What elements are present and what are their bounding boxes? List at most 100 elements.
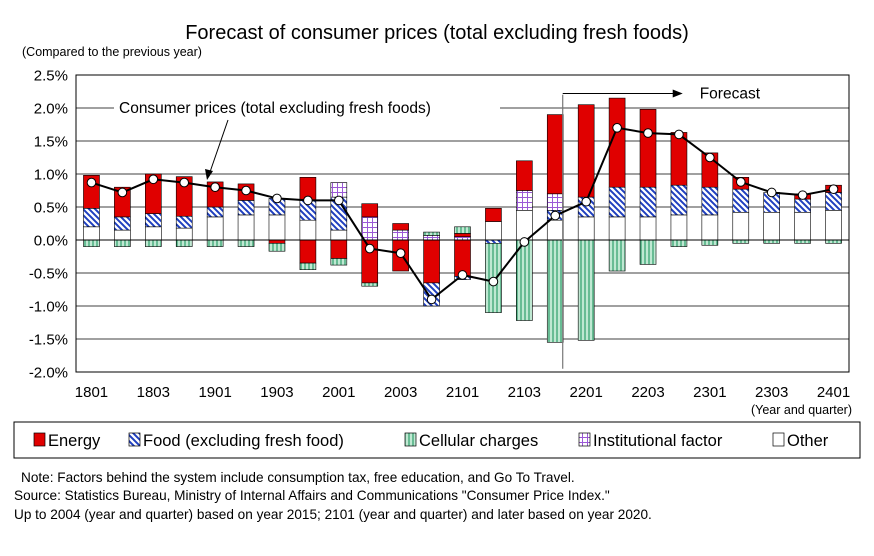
y-axis-label: (Compared to the previous year) — [22, 45, 202, 59]
cpi-point-2304 — [797, 190, 808, 200]
bar-cellular-charges-1901 — [206, 239, 224, 247]
bar-food-excluding-fresh-food--2302 — [732, 188, 750, 213]
x-tick-label: 2201 — [569, 384, 602, 401]
bar-other-2102 — [485, 221, 502, 241]
x-tick-label: 2203 — [631, 384, 664, 401]
cpi-point-2202 — [612, 123, 622, 133]
forecast-arrow — [562, 89, 683, 98]
bar-energy-2001 — [330, 239, 348, 259]
bar-energy-2004 — [423, 239, 440, 284]
bar-other-1801 — [83, 226, 100, 241]
bar-food-excluding-fresh-food--2204 — [670, 184, 688, 216]
bar-other-2103 — [516, 210, 533, 241]
x-tick-label: 2401 — [817, 384, 850, 401]
bar-food-excluding-fresh-food--2202 — [608, 186, 626, 218]
bar-energy-1804 — [175, 176, 193, 217]
bar-energy-2002 — [361, 203, 379, 218]
cpi-point-2004 — [426, 294, 437, 305]
bar-cellular-charges-2104 — [546, 239, 564, 343]
cpi-point-1902 — [241, 185, 251, 196]
cpi-point-2204 — [674, 129, 684, 140]
bar-energy-2103 — [516, 160, 533, 191]
chart-title: Forecast of consumer prices (total exclu… — [185, 22, 689, 44]
bar-energy-2201 — [577, 104, 595, 198]
bar-food-excluding-fresh-food--2304 — [794, 198, 811, 213]
bar-energy-1803 — [145, 173, 162, 214]
x-tick-label: 2303 — [755, 384, 788, 401]
bar-cellular-charges-2001 — [330, 258, 348, 266]
source-line: Source: Statistics Bureau, Ministry of I… — [14, 488, 610, 503]
x-tick-label: 1801 — [75, 384, 108, 401]
cpi-point-2303 — [766, 187, 777, 198]
bar-food-excluding-fresh-food--2203 — [639, 186, 657, 218]
bar-cellular-charges-1903 — [268, 243, 286, 252]
y-tick-label: 2.0% — [34, 101, 68, 118]
cpi-point-2101 — [457, 270, 468, 280]
legend-swatch-0 — [33, 432, 46, 447]
cpi-point-2301 — [705, 152, 715, 163]
y-tick-label: -1.0% — [29, 299, 68, 316]
forecast-label: Forecast — [700, 85, 761, 102]
bar-other-2201 — [577, 216, 595, 241]
x-tick-label: 1803 — [137, 384, 170, 401]
bar-other-1902 — [237, 214, 255, 241]
cpi-point-2203 — [643, 128, 653, 138]
x-tick-label: 2101 — [446, 384, 479, 401]
legend-label-1: Food (excluding fresh food) — [143, 432, 344, 450]
cpi-point-1802 — [117, 187, 128, 198]
cpi-line-series — [86, 123, 839, 305]
y-tick-labels: 2.5% 2.0% 1.5% 1.0% 0.5% 0.0% -0.5% -1.0% -1.5% -… — [29, 68, 68, 382]
bar-cellular-charges-2202 — [608, 239, 626, 272]
bar-energy-2202 — [608, 97, 626, 188]
bar-food-excluding-fresh-food--2301 — [701, 186, 719, 216]
bar-other-1903 — [268, 214, 286, 241]
plot-frame — [75, 74, 850, 373]
bar-cellular-charges-1902 — [237, 239, 255, 247]
bar-food-excluding-fresh-food--1901 — [206, 206, 224, 218]
y-tick-label: -2.0% — [29, 365, 68, 382]
cpi-point-1903 — [272, 193, 282, 204]
bar-other-2401 — [825, 210, 842, 241]
bar-institutional-factor-2002 — [361, 216, 379, 241]
x-tick-labels: 1801 1803 1901 1903 2001 2003 2101 2103 2201 2203… — [75, 384, 850, 401]
cpi-point-1804 — [179, 177, 190, 188]
bar-food-excluding-fresh-food--1802 — [114, 216, 131, 231]
bar-energy-2204 — [670, 132, 688, 186]
bar-other-1804 — [175, 227, 193, 241]
bar-energy-2203 — [639, 109, 657, 188]
bar-institutional-factor-2103 — [516, 190, 533, 211]
bar-cellular-charges-1801 — [83, 239, 100, 247]
legend-label-4: Other — [787, 432, 829, 450]
cpi-point-2002 — [364, 243, 375, 254]
cpi-point-2201 — [581, 196, 591, 207]
y-tick-label: -0.5% — [29, 266, 68, 283]
bar-other-2302 — [732, 211, 750, 241]
bar-food-excluding-fresh-food--1801 — [83, 208, 100, 228]
bar-other-1803 — [145, 226, 162, 241]
bar-food-excluding-fresh-food--2401 — [825, 192, 842, 211]
y-tick-label: 1.0% — [34, 167, 68, 184]
bar-other-2001 — [330, 229, 348, 241]
y-tick-label: -1.5% — [29, 332, 68, 349]
bar-other-2301 — [701, 214, 719, 241]
cpi-point-2302 — [735, 177, 746, 187]
legend: Energy Food (excluding fresh food) Cellula… — [13, 421, 861, 459]
y-tick-label: 1.5% — [34, 134, 68, 151]
x-tick-label: 2103 — [508, 384, 541, 401]
bar-energy-2101 — [454, 233, 471, 237]
forecast-arrow-head — [672, 89, 683, 98]
cpi-point-2102 — [488, 276, 499, 287]
cpi-annotation-arrow — [205, 119, 229, 180]
bar-energy-2003 — [392, 223, 409, 231]
bar-other-2304 — [794, 211, 811, 241]
legend-label-3: Institutional factor — [593, 432, 723, 450]
bar-cellular-charges-2201 — [577, 239, 595, 341]
bar-cellular-charges-2103 — [516, 239, 533, 321]
bar-cellular-charges-2004 — [423, 231, 440, 236]
cpi-point-1801 — [86, 177, 97, 188]
bar-other-2104 — [546, 219, 564, 241]
bar-cellular-charges-2301 — [701, 239, 719, 246]
y-tick-label: 0.0% — [34, 233, 68, 250]
cpi-point-2103 — [519, 237, 530, 247]
